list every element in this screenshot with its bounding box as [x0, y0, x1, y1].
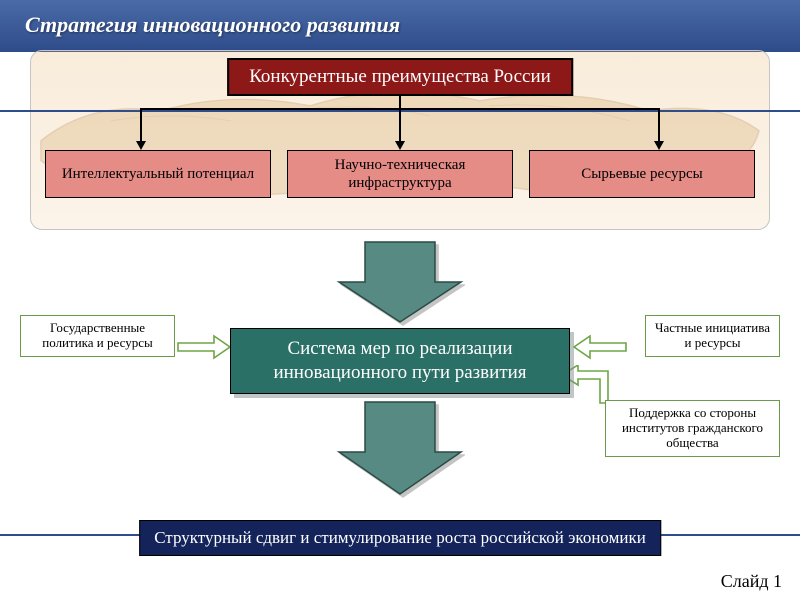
slide-number: Слайд 1: [721, 571, 782, 592]
connector-v3: [658, 108, 660, 142]
connector-v1: [140, 108, 142, 142]
connector-v2: [399, 108, 401, 142]
bottom-box: Структурный сдвиг и стимулирование роста…: [139, 520, 661, 556]
connector-stub: [399, 94, 401, 108]
side-box-right-bottom: Поддержка со стороны институтов гражданс…: [605, 400, 780, 457]
diagram-area: Конкурентные преимущества России Интелле…: [0, 50, 800, 600]
advantage-box-1: Интеллектуальный потенциал: [45, 150, 271, 198]
green-arrow-right-icon: [176, 334, 232, 360]
green-arrow-left-icon: [572, 334, 628, 360]
arrowhead-icon: [395, 141, 405, 150]
big-arrow-down-1: [335, 238, 465, 326]
big-arrow-down-2: [335, 398, 465, 498]
advantage-box-2: Научно-техническая инфраструктура: [287, 150, 513, 198]
advantage-box-3: Сырьевые ресурсы: [529, 150, 755, 198]
side-box-left: Государственные политика и ресурсы: [20, 315, 175, 357]
middle-box: Система мер по реализации инновационного…: [230, 328, 570, 394]
advantage-row: Интеллектуальный потенциал Научно-технич…: [45, 150, 755, 198]
arrowhead-icon: [654, 141, 664, 150]
page-title: Стратегия инновационного развития: [25, 12, 400, 38]
side-box-right-top: Частные инициатива и ресурсы: [645, 315, 780, 357]
title-bar: Стратегия инновационного развития: [0, 0, 800, 50]
arrowhead-icon: [136, 141, 146, 150]
top-heading-box: Конкурентные преимущества России: [227, 58, 573, 96]
